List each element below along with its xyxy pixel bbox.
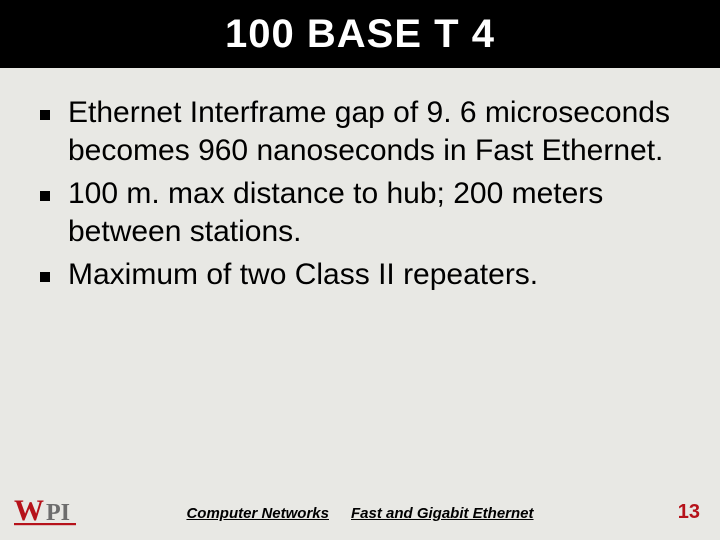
bullet-list: Ethernet Interframe gap of 9. 6 microsec… xyxy=(34,94,686,294)
title-bar: 100 BASE T 4 xyxy=(0,0,720,68)
content-area: Ethernet Interframe gap of 9. 6 microsec… xyxy=(0,68,720,294)
footer: W PI Computer NetworksFast and Gigabit E… xyxy=(0,486,720,526)
page-number: 13 xyxy=(678,501,700,524)
slide-title: 100 BASE T 4 xyxy=(225,12,495,57)
bullet-item: Ethernet Interframe gap of 9. 6 microsec… xyxy=(34,94,686,171)
footer-right-label: Fast and Gigabit Ethernet xyxy=(351,505,534,522)
footer-text: Computer Networks Fast and Gigabit Ethern… xyxy=(0,505,720,522)
bullet-item: Maximum of two Class II repeaters. xyxy=(34,256,686,294)
bullet-item: 100 m. max distance to hub; 200 meters b… xyxy=(34,175,686,252)
footer-left-label: Computer Networks xyxy=(186,505,329,522)
